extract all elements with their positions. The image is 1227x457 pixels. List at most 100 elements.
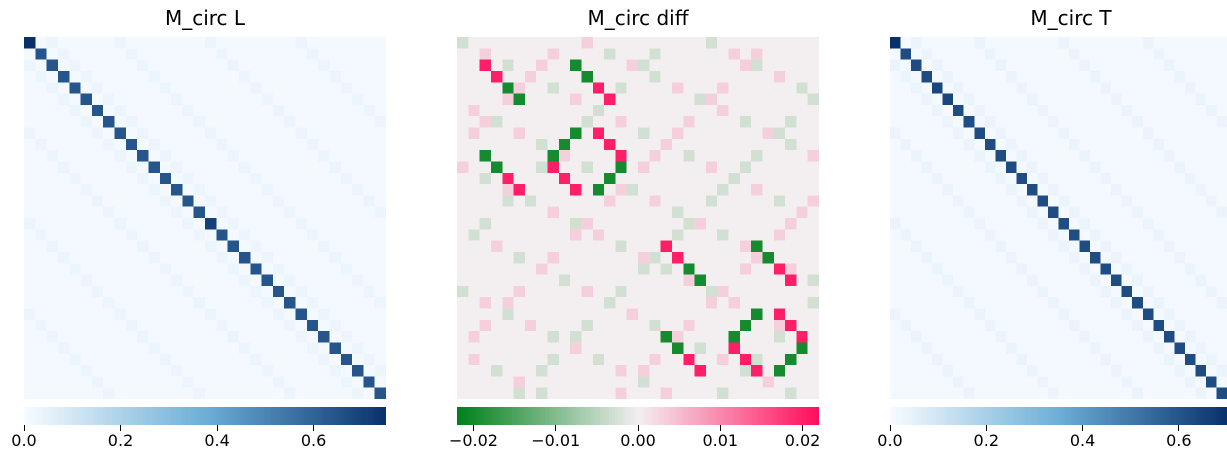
heatmap-cell <box>137 308 149 321</box>
heatmap-cell <box>318 387 330 399</box>
heatmap-cell <box>318 229 330 242</box>
heatmap-cell <box>762 206 775 219</box>
heatmap-cell <box>615 206 628 219</box>
heatmap-cell <box>796 240 809 253</box>
heatmap-cell <box>717 195 729 208</box>
heatmap-cell <box>1216 229 1227 242</box>
heatmap-cell <box>604 82 616 95</box>
heatmap-cell <box>114 263 127 276</box>
heatmap-cell <box>295 37 308 49</box>
heatmap-cell <box>159 297 172 309</box>
heatmap-cell <box>329 93 342 106</box>
heatmap-cell <box>1047 331 1059 343</box>
heatmap-cell <box>638 59 650 72</box>
colorbar-segment <box>337 407 341 425</box>
heatmap-cell <box>80 331 93 343</box>
heatmap-cell <box>250 127 263 140</box>
colorbar-segment <box>72 407 77 425</box>
heatmap-cell <box>137 274 149 287</box>
heatmap-cell <box>1174 376 1186 389</box>
heatmap-cell <box>932 206 944 219</box>
heatmap-cell <box>604 161 616 174</box>
heatmap-cell <box>592 116 605 128</box>
heatmap-cell <box>1184 195 1196 208</box>
heatmap-cell <box>318 127 330 140</box>
heatmap-cell <box>57 297 70 309</box>
heatmap-cell <box>604 365 616 377</box>
heatmap-cell <box>103 150 115 162</box>
heatmap-cell <box>1132 308 1144 321</box>
heatmap-cell <box>524 274 537 287</box>
heatmap-cell <box>159 127 172 140</box>
heatmap-cell <box>963 48 975 61</box>
heatmap-cell <box>1184 319 1196 332</box>
heatmap-cell <box>227 297 240 309</box>
heatmap-cell <box>796 82 809 95</box>
heatmap-cell <box>1100 274 1112 287</box>
heatmap-cell <box>490 116 503 128</box>
heatmap-cell <box>942 104 954 117</box>
heatmap-cell <box>671 308 684 321</box>
heatmap-cell <box>468 116 481 128</box>
colorbar-segment <box>233 407 238 425</box>
heatmap-cell-diagonal <box>24 37 36 49</box>
colorbar-segment <box>66 407 71 425</box>
heatmap-cell <box>159 184 172 196</box>
heatmap-cell <box>671 274 684 287</box>
heatmap-cell-diagonal <box>995 150 1007 162</box>
heatmap-cell <box>1205 150 1217 162</box>
heatmap-cell <box>363 48 376 61</box>
heatmap-cell <box>995 251 1007 264</box>
heatmap-cell <box>329 48 342 61</box>
heatmap-cell <box>581 82 594 95</box>
heatmap-cell <box>751 376 763 389</box>
heatmap-cell <box>137 229 149 242</box>
heatmap-cell <box>502 285 515 298</box>
heatmap-m-circ-diff <box>457 37 819 399</box>
heatmap-cell <box>468 93 481 106</box>
heatmap-cell <box>932 353 944 366</box>
colorbar-segment <box>145 407 150 425</box>
heatmap-cell <box>24 240 36 253</box>
heatmap-cell <box>694 37 707 49</box>
heatmap-cell <box>785 184 797 196</box>
heatmap-cell <box>1100 70 1112 83</box>
heatmap-cell <box>125 206 138 219</box>
heatmap-cell <box>900 116 912 128</box>
heatmap-cell <box>671 319 684 332</box>
colorbar-segment <box>103 407 107 425</box>
heatmap-cell <box>921 104 933 117</box>
heatmap-cell <box>615 376 628 389</box>
heatmap-cell <box>1174 285 1186 298</box>
heatmap-cell <box>91 48 104 61</box>
heatmap-cell <box>490 251 503 264</box>
heatmap-cell <box>1121 274 1133 287</box>
heatmap-cell <box>660 218 673 230</box>
heatmap-cell <box>796 319 809 332</box>
heatmap-cell <box>272 218 285 230</box>
heatmap-cell <box>1058 172 1070 185</box>
heatmap-cell <box>513 37 526 49</box>
heatmap-cell <box>193 161 206 174</box>
heatmap-cell <box>524 104 537 117</box>
heatmap-cell-highlight <box>660 331 673 343</box>
heatmap-cell <box>69 37 82 49</box>
heatmap-cell <box>1005 184 1017 196</box>
heatmap-cell <box>182 218 195 230</box>
colorbar-segment <box>1133 407 1137 425</box>
heatmap-cell <box>1058 365 1070 377</box>
colorbar-segment <box>258 407 262 425</box>
heatmap-cell <box>751 297 763 309</box>
heatmap-cell <box>103 82 115 95</box>
heatmap-cell <box>340 116 353 128</box>
heatmap-cell <box>1121 93 1133 106</box>
heatmap-cell <box>570 342 582 355</box>
heatmap-cell <box>984 150 996 162</box>
colorbar-segment <box>890 407 894 425</box>
heatmap-cell <box>1026 104 1038 117</box>
heatmap-cell <box>1037 206 1049 219</box>
heatmap-cell <box>114 229 127 242</box>
heatmap-cell <box>182 48 195 61</box>
heatmap-cell <box>953 93 965 106</box>
heatmap-cell <box>796 387 809 399</box>
